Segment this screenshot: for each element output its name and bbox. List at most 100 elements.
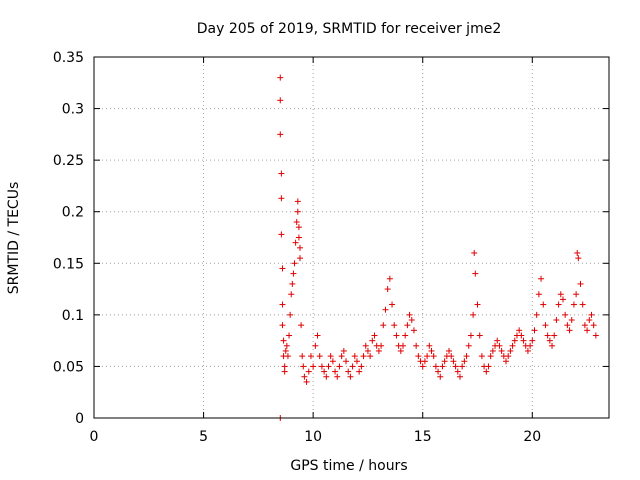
data-point <box>516 327 523 334</box>
data-point <box>369 337 376 344</box>
data-point <box>386 275 393 282</box>
data-point <box>397 347 404 354</box>
data-point <box>546 337 553 344</box>
data-point <box>485 363 492 370</box>
x-tick-label: 15 <box>414 429 432 445</box>
data-point <box>421 358 428 365</box>
data-point <box>332 368 339 375</box>
data-point <box>496 342 503 349</box>
data-point <box>463 353 470 360</box>
data-point <box>509 342 516 349</box>
data-point <box>446 347 453 354</box>
data-point <box>432 363 439 370</box>
data-point <box>289 280 296 287</box>
data-point <box>472 270 479 277</box>
data-point <box>559 296 566 303</box>
data-point <box>400 342 406 349</box>
data-point <box>452 363 459 370</box>
data-point <box>314 332 321 339</box>
data-point <box>384 286 391 293</box>
data-point <box>581 322 588 329</box>
data-point <box>280 337 287 344</box>
data-point <box>535 291 542 298</box>
data-point <box>470 311 477 318</box>
data-point <box>277 131 284 138</box>
data-point <box>323 373 330 380</box>
plot-frame <box>93 56 610 419</box>
data-point <box>437 373 444 380</box>
data-point <box>277 74 284 81</box>
data-point <box>441 358 448 365</box>
data-point <box>293 219 300 226</box>
data-point <box>410 327 417 334</box>
data-point <box>312 342 319 349</box>
data-point <box>338 353 345 360</box>
data-point <box>281 368 288 375</box>
data-point <box>283 342 290 349</box>
data-point <box>588 311 595 318</box>
data-point <box>483 368 490 375</box>
y-tick-label: 0.05 <box>53 359 84 375</box>
data-point <box>518 332 525 339</box>
data-point <box>430 353 437 360</box>
data-point <box>382 306 389 313</box>
data-point <box>568 317 575 324</box>
data-point <box>498 347 505 354</box>
y-tick-label: 0 <box>75 411 84 427</box>
data-point <box>476 332 483 339</box>
y-axis-label: SRMTID / TECUs <box>6 182 22 295</box>
data-point <box>294 198 301 205</box>
data-point <box>415 353 422 360</box>
data-point <box>299 353 306 360</box>
data-point <box>467 332 474 339</box>
y-tick-labels: 0 0.05 0.1 0.15 0.2 0.25 0.3 0.35 <box>53 50 84 427</box>
x-tick-labels: 0 5 10 15 20 <box>90 429 542 445</box>
x-tick-label: 0 <box>90 429 99 445</box>
data-point <box>424 353 431 360</box>
data-point <box>389 301 396 308</box>
data-point <box>284 353 291 360</box>
data-point <box>573 291 580 298</box>
data-point <box>279 301 286 308</box>
data-point <box>474 301 481 308</box>
data-point <box>307 353 314 360</box>
data-point <box>542 322 549 329</box>
data-point <box>402 332 409 339</box>
data-point <box>465 342 472 349</box>
data-point <box>336 363 343 370</box>
data-point <box>586 317 593 324</box>
data-point <box>592 332 599 339</box>
data-point <box>461 358 468 365</box>
data-point <box>557 291 564 298</box>
data-point <box>340 347 347 354</box>
data-point <box>345 368 352 375</box>
data-point <box>406 311 413 318</box>
data-points <box>277 74 599 421</box>
data-point <box>286 332 293 339</box>
data-point <box>316 353 323 360</box>
data-point <box>278 195 285 202</box>
data-point <box>349 363 356 370</box>
data-point <box>450 358 457 365</box>
data-point <box>318 363 325 370</box>
data-point <box>298 322 305 329</box>
data-point <box>282 347 289 354</box>
data-point <box>575 255 582 262</box>
y-tick-label: 0.2 <box>62 205 84 221</box>
x-axis-label: GPS time / hours <box>290 458 407 474</box>
y-tick-label: 0.1 <box>62 308 84 324</box>
data-point <box>279 322 286 329</box>
data-point <box>555 301 562 308</box>
data-point <box>524 347 531 354</box>
x-tick-label: 5 <box>199 429 208 445</box>
data-point <box>297 255 303 262</box>
data-point <box>278 170 285 177</box>
data-point <box>564 322 571 329</box>
data-point <box>364 347 371 354</box>
data-point <box>505 353 512 360</box>
data-point <box>529 337 536 344</box>
data-point <box>325 363 332 370</box>
data-point <box>404 322 411 329</box>
data-point <box>290 270 297 277</box>
data-point <box>367 353 374 360</box>
